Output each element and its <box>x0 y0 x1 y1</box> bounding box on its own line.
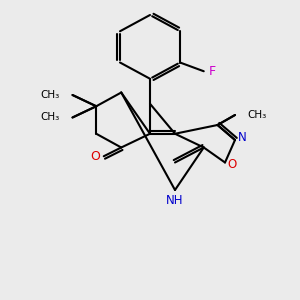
Text: CH₃: CH₃ <box>41 112 60 122</box>
Text: N: N <box>238 131 247 144</box>
Text: F: F <box>209 65 216 78</box>
Text: O: O <box>228 158 237 172</box>
Text: NH: NH <box>166 194 184 206</box>
Text: CH₃: CH₃ <box>41 90 60 100</box>
Text: CH₃: CH₃ <box>248 110 267 120</box>
Text: O: O <box>90 150 100 163</box>
